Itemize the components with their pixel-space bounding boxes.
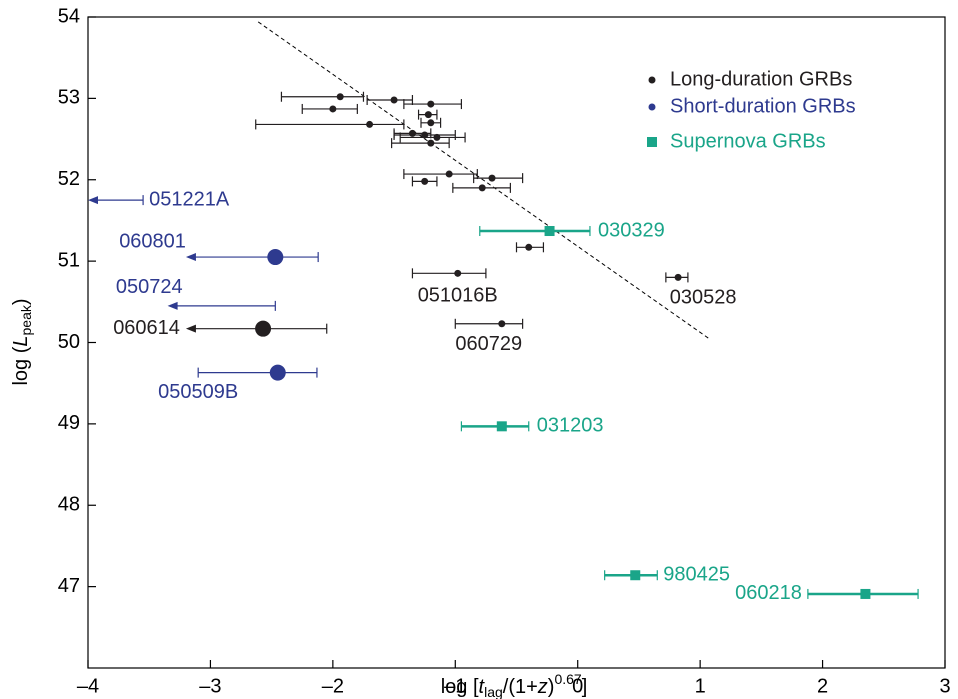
x-label-part: z [537,676,548,698]
point [408,129,416,137]
x-tick-label: 3 [939,675,950,697]
point [424,111,432,119]
point [255,320,272,337]
point [366,120,374,128]
point-label: 060614 [113,317,180,339]
point [329,105,337,113]
x-tick-label: –3 [199,675,221,697]
y-tick-label: 47 [58,575,80,597]
limit-arrow [185,324,196,333]
point-label: 030329 [598,219,665,241]
point [496,421,507,432]
point [498,320,506,328]
y-tick-label: 53 [58,87,80,109]
point [445,170,453,178]
x-tick-label: 1 [695,675,706,697]
point [860,588,871,599]
y-label-part: L [10,336,32,347]
point [336,93,344,101]
point-label: 050509B [158,381,238,403]
legend-marker [647,137,657,147]
limit-arrow [88,196,98,205]
limit-arrow [167,301,178,310]
point-label: 031203 [537,415,604,437]
legend-label: Supernova GRBs [670,130,826,152]
x-label-part: lag [484,684,503,699]
x-tick-label: 0 [572,675,583,697]
x-tick-label: –2 [322,675,344,697]
x-label-part: ] [582,676,588,698]
point-label: 980425 [663,564,730,586]
x-label-part: 0.67 [554,671,581,687]
point-label: 060218 [735,582,802,604]
y-axis-label: log (Lpeak) [10,298,33,385]
point [525,243,533,251]
y-tick-label: 54 [58,5,80,27]
point [390,96,398,104]
y-tick-label: 48 [58,494,80,516]
x-label-part: log [ [441,676,479,698]
legend-marker [648,103,656,111]
point-label: 051221A [149,188,230,210]
fit-line [257,21,711,340]
point [454,269,462,277]
legend-label: Short-duration GRBs [670,95,856,117]
point [267,249,284,266]
point [427,100,435,108]
y-label-part: log ( [10,346,32,385]
limit-arrow [185,253,196,262]
x-tick-label: –4 [77,675,99,697]
y-tick-label: 52 [58,168,80,190]
point [427,119,435,127]
y-tick-label: 50 [58,331,80,353]
point-label: 060729 [455,333,522,355]
x-tick-label: 2 [817,675,828,697]
point [433,133,441,141]
point-label: 050724 [116,276,183,298]
point-label: 051016B [418,285,498,307]
y-label-part: ) [10,298,32,305]
point [421,177,429,185]
point-label: 060801 [119,230,186,252]
y-label-part: peak [18,304,34,335]
x-tick-label: –1 [444,675,466,697]
point [674,273,682,281]
y-tick-label: 49 [58,412,80,434]
x-label-part: /(1+ [503,676,538,698]
point [488,174,496,182]
legend-label: Long-duration GRBs [670,68,852,90]
legend-marker [648,76,656,84]
x-axis-label: log [tlag/(1+z)0.67] [441,671,588,699]
point [630,570,641,581]
x-label-part: t [479,676,486,698]
point [427,139,435,147]
y-tick-label: 51 [58,249,80,271]
point [478,184,486,192]
point [544,226,555,237]
point [269,364,286,381]
point-label: 030528 [670,287,737,309]
x-label-part: ) [548,676,555,698]
